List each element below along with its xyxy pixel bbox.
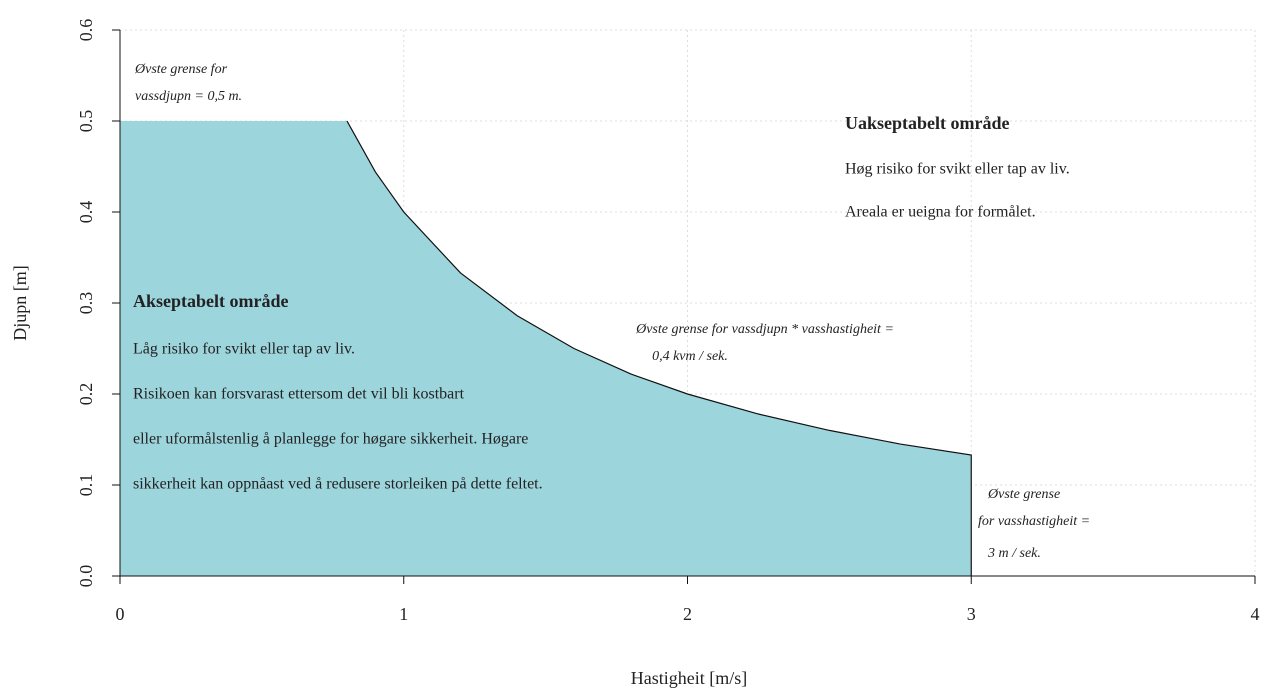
annotation-title: Uakseptabelt område <box>845 113 1010 133</box>
x-tick-label: 3 <box>967 604 976 624</box>
annotation-line: vassdjupn = 0,5 m. <box>135 89 242 104</box>
x-tick-label: 4 <box>1251 604 1260 624</box>
y-axis-label: Djupn [m] <box>10 265 30 341</box>
y-tick-label: 0.2 <box>76 383 96 406</box>
annotation-line: Øvste grense <box>987 487 1060 502</box>
annotation-line: Areala er ueigna for formålet. <box>845 204 1036 221</box>
annotation-line: Risikoen kan forsvarast ettersom det vil… <box>133 386 465 403</box>
annotation-line: eller uformålstenlig å planlegge for høg… <box>133 431 528 448</box>
annotation-line: 3 m / sek. <box>987 546 1041 561</box>
annotation-title: Akseptabelt område <box>133 291 289 311</box>
area <box>120 121 972 576</box>
annotation-line: Øvste grense for vassdjupn * vasshastigh… <box>635 322 894 337</box>
y-tick-label: 0.6 <box>76 19 96 42</box>
annotation-line: Høg risiko for svikt eller tap av liv. <box>845 161 1070 178</box>
y-tick-label: 0.3 <box>76 292 96 315</box>
y-tick-label: 0.0 <box>76 565 96 588</box>
area-outline <box>346 120 972 576</box>
annotation-line: 0,4 kvm / sek. <box>652 349 728 364</box>
annotation-line: Øvste grense for <box>134 62 228 77</box>
x-axis-label: Hastigheit [m/s] <box>631 668 747 688</box>
x-tick-label: 0 <box>116 604 125 624</box>
x-tick-label: 2 <box>683 604 692 624</box>
annotation-line: Låg risiko for svikt eller tap av liv. <box>133 341 355 358</box>
y-tick-label: 0.4 <box>76 201 96 224</box>
annotation-line: sikkerheit kan oppnåast ved å redusere s… <box>133 476 543 493</box>
annotation-line: for vasshastigheit = <box>978 514 1090 529</box>
y-tick-label: 0.1 <box>76 474 96 497</box>
y-tick-label: 0.5 <box>76 110 96 133</box>
x-tick-label: 1 <box>399 604 408 624</box>
